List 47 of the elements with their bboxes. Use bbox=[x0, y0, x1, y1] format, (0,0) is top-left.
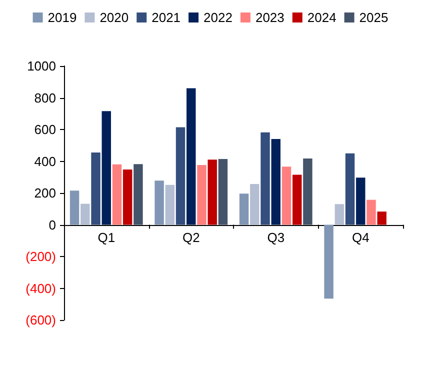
bar bbox=[70, 190, 80, 225]
bar bbox=[154, 180, 164, 225]
bar bbox=[165, 184, 175, 225]
bar bbox=[91, 152, 100, 225]
legend-label: 2025 bbox=[359, 10, 388, 25]
bar bbox=[260, 132, 270, 225]
bar bbox=[102, 111, 111, 225]
bar bbox=[250, 184, 260, 225]
bar bbox=[303, 158, 312, 225]
x-tick-label: Q4 bbox=[352, 230, 370, 245]
y-tick-label: 1000 bbox=[27, 58, 56, 74]
legend-label: 2020 bbox=[100, 10, 129, 25]
x-tick-label: Q2 bbox=[182, 230, 200, 245]
bar bbox=[80, 204, 90, 225]
y-tick-label: 800 bbox=[34, 90, 56, 106]
legend-label: 2021 bbox=[152, 10, 181, 25]
x-tick-label: Q3 bbox=[267, 230, 285, 245]
legend-label: 2024 bbox=[307, 10, 336, 25]
y-tick-label: (400) bbox=[26, 280, 56, 296]
x-tick-label: Q1 bbox=[98, 230, 116, 245]
bar bbox=[345, 153, 355, 225]
bar bbox=[239, 194, 249, 225]
bar bbox=[271, 139, 280, 225]
bar bbox=[112, 164, 122, 225]
bar bbox=[176, 127, 186, 225]
bar bbox=[186, 88, 196, 225]
y-tick-label: (600) bbox=[26, 312, 56, 328]
y-tick-label: 0 bbox=[48, 217, 56, 232]
y-tick-label: 200 bbox=[34, 186, 56, 200]
bar bbox=[218, 159, 228, 225]
legend-label: 2022 bbox=[204, 10, 232, 25]
bar bbox=[356, 178, 366, 225]
y-tick-label: (200) bbox=[26, 249, 56, 264]
y-tick-label: 400 bbox=[34, 154, 56, 169]
bar bbox=[197, 165, 206, 225]
bar bbox=[366, 200, 376, 225]
bar bbox=[282, 166, 292, 225]
bar bbox=[377, 212, 386, 225]
bar bbox=[334, 204, 344, 225]
bar bbox=[208, 160, 217, 225]
bar bbox=[292, 174, 302, 225]
legend-label: 2019 bbox=[48, 10, 77, 25]
bar bbox=[134, 164, 143, 225]
legend-label: 2023 bbox=[255, 10, 284, 25]
bar bbox=[324, 224, 334, 299]
y-tick-label: 600 bbox=[34, 122, 56, 137]
bar bbox=[122, 170, 132, 225]
